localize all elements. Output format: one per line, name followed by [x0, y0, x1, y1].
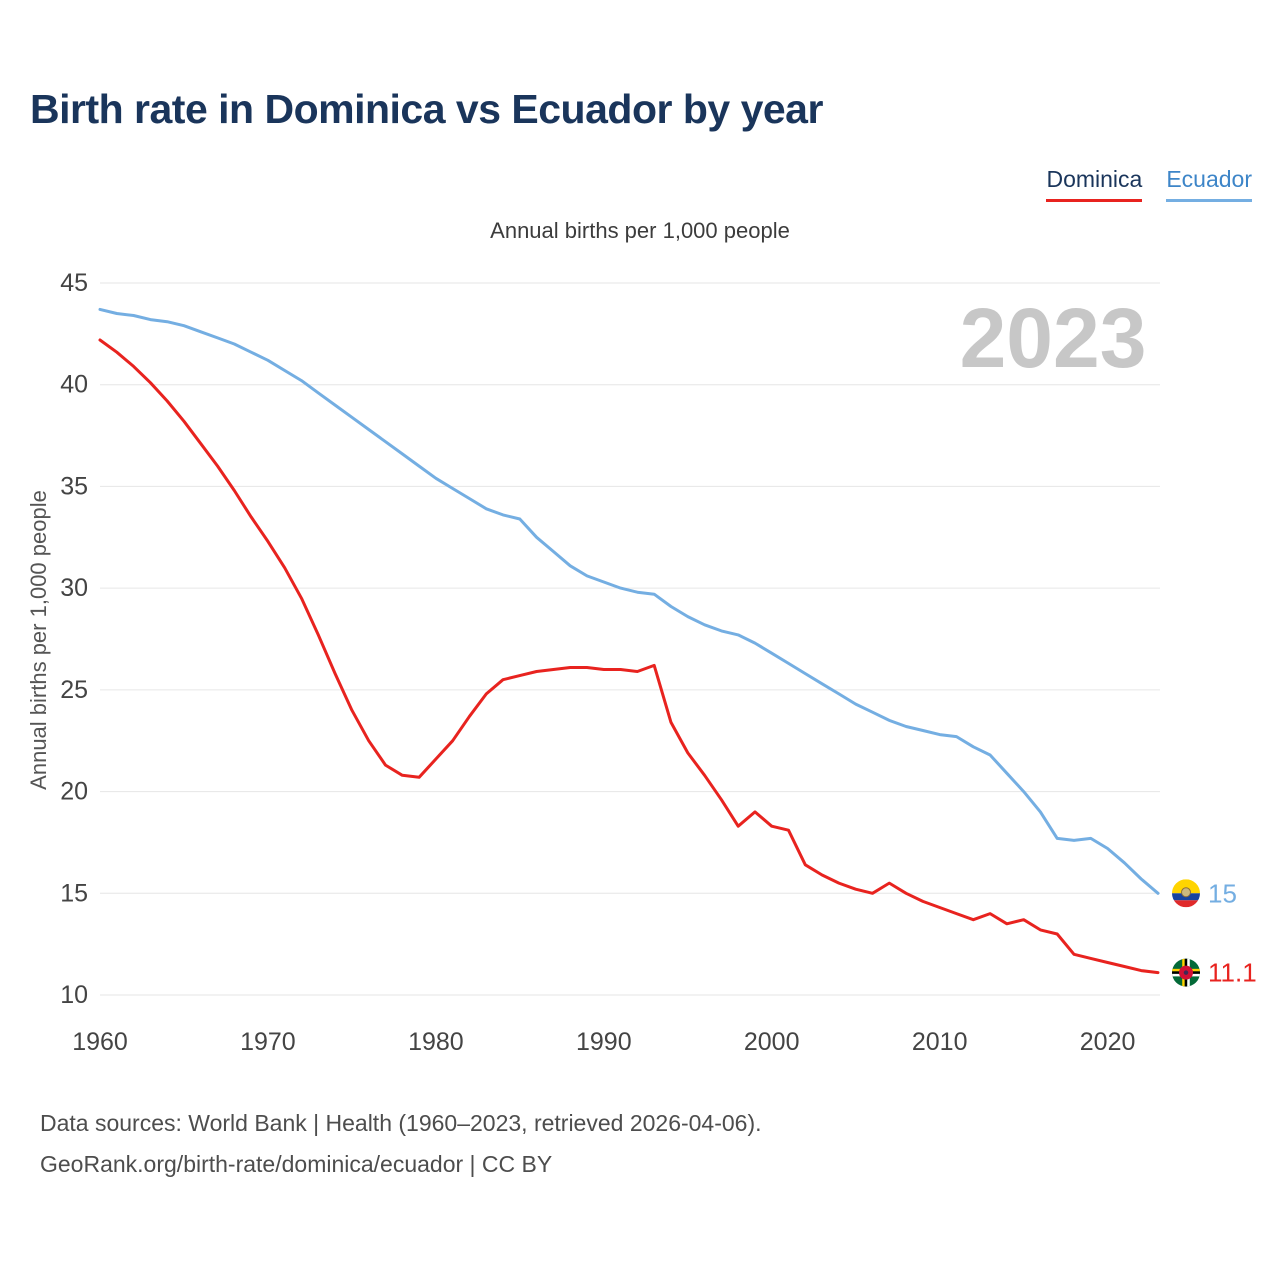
chart-subtitle: Annual births per 1,000 people: [490, 218, 790, 243]
y-tick-label: 45: [60, 269, 88, 297]
watermark-year: 2023: [960, 291, 1147, 385]
y-tick-label: 30: [60, 574, 88, 602]
x-tick-label: 1990: [576, 1028, 632, 1056]
x-tick-label: 2000: [744, 1028, 800, 1056]
legend: Dominica Ecuador: [1046, 166, 1252, 202]
x-tick-label: 1970: [240, 1028, 296, 1056]
y-axis-title: Annual births per 1,000 people: [26, 490, 51, 790]
y-tick-label: 25: [60, 676, 88, 704]
x-tick-label: 1960: [72, 1028, 128, 1056]
ecuador-line: [98, 307, 1160, 895]
ecuador-end-value: 15: [1208, 878, 1237, 908]
dominica-flag-icon: [1172, 958, 1200, 987]
legend-dominica[interactable]: Dominica: [1046, 166, 1143, 202]
y-tick-label: 40: [60, 371, 88, 399]
y-tick-label: 10: [60, 981, 88, 1009]
footer-sources: Data sources: World Bank | Health (1960–…: [40, 1110, 762, 1136]
x-tick-label: 2020: [1080, 1028, 1136, 1056]
x-tick-label: 1980: [408, 1028, 464, 1056]
ecuador-flag-icon: [1172, 879, 1200, 908]
page-title: Birth rate in Dominica vs Ecuador by yea…: [30, 86, 823, 132]
footer: Data sources: World Bank | Health (1960–…: [40, 1103, 762, 1185]
x-tick-label: 2010: [912, 1028, 968, 1056]
y-tick-label: 35: [60, 472, 88, 500]
legend-ecuador[interactable]: Ecuador: [1166, 166, 1252, 202]
dominica-end-value: 11.1: [1208, 958, 1257, 988]
dominica-line: [98, 338, 1160, 975]
y-tick-label: 20: [60, 778, 88, 806]
footer-url: GeoRank.org/birth-rate/dominica/ecuador …: [40, 1151, 553, 1177]
y-tick-label: 15: [60, 879, 88, 907]
